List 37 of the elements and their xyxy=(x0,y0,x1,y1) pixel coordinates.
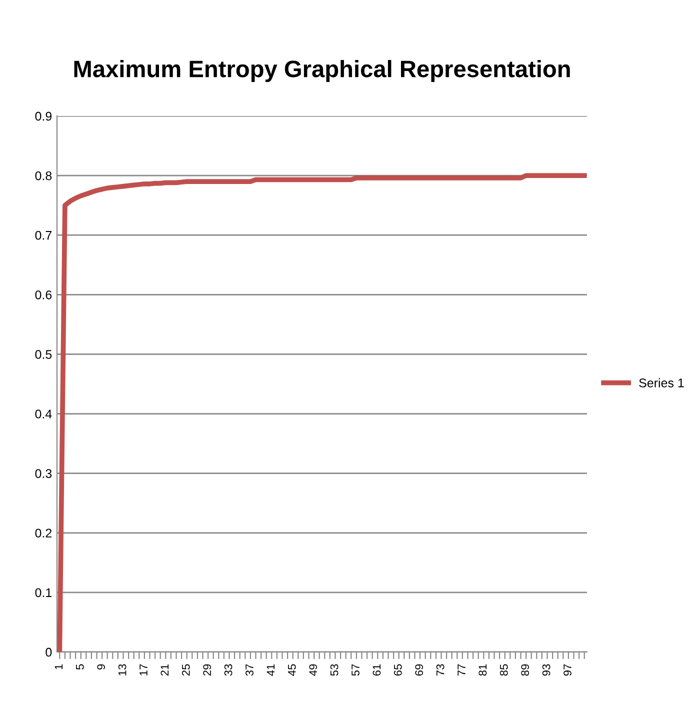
x-tick-label: 13 xyxy=(118,664,126,676)
x-tick-label: 21 xyxy=(160,664,169,676)
x-tick-label: 17 xyxy=(140,664,148,676)
y-tick-label: 0.4 xyxy=(35,410,52,418)
x-tick-label: 33 xyxy=(224,664,232,676)
x-tick-label: 85 xyxy=(500,664,508,676)
y-tick-label: 0.8 xyxy=(35,171,52,180)
x-tick-label: 89 xyxy=(521,664,530,676)
x-tick-label: 93 xyxy=(542,664,550,676)
y-tick-label: 0 xyxy=(46,648,52,657)
x-tick-label: 81 xyxy=(478,664,487,676)
x-tick-label: 45 xyxy=(288,664,296,676)
x-tick-label: 37 xyxy=(246,664,254,676)
y-tick-label: 0.6 xyxy=(35,290,52,300)
y-tick-label: 0.5 xyxy=(35,350,52,359)
legend-label: Series 1 xyxy=(639,378,684,388)
x-tick-label: 41 xyxy=(266,664,275,676)
x-tick-label: 97 xyxy=(564,664,572,676)
x-tick-label: 5 xyxy=(76,664,84,670)
y-tick-label: 0.1 xyxy=(35,588,52,598)
x-tick-label: 9 xyxy=(97,664,106,670)
y-tick-label: 0.3 xyxy=(35,469,52,478)
x-tick-label: 53 xyxy=(330,664,338,676)
y-tick-label: 0.2 xyxy=(35,528,52,538)
x-tick-label: 25 xyxy=(182,664,190,676)
y-tick-label: 0.9 xyxy=(35,112,52,121)
x-tick-label: 73 xyxy=(436,664,444,676)
x-tick-label: 57 xyxy=(352,664,360,676)
x-tick-label: 49 xyxy=(309,664,318,676)
x-tick-label: 77 xyxy=(458,664,466,676)
x-tick-label: 29 xyxy=(203,664,212,676)
x-tick-label: 69 xyxy=(415,664,424,676)
y-tick-label: 0.7 xyxy=(35,230,52,240)
x-tick-label: 1 xyxy=(54,664,63,670)
x-tick-label: 65 xyxy=(394,664,402,676)
x-tick-label: 61 xyxy=(372,664,381,676)
chart-title: Maximum Entropy Graphical Representation xyxy=(74,60,570,82)
